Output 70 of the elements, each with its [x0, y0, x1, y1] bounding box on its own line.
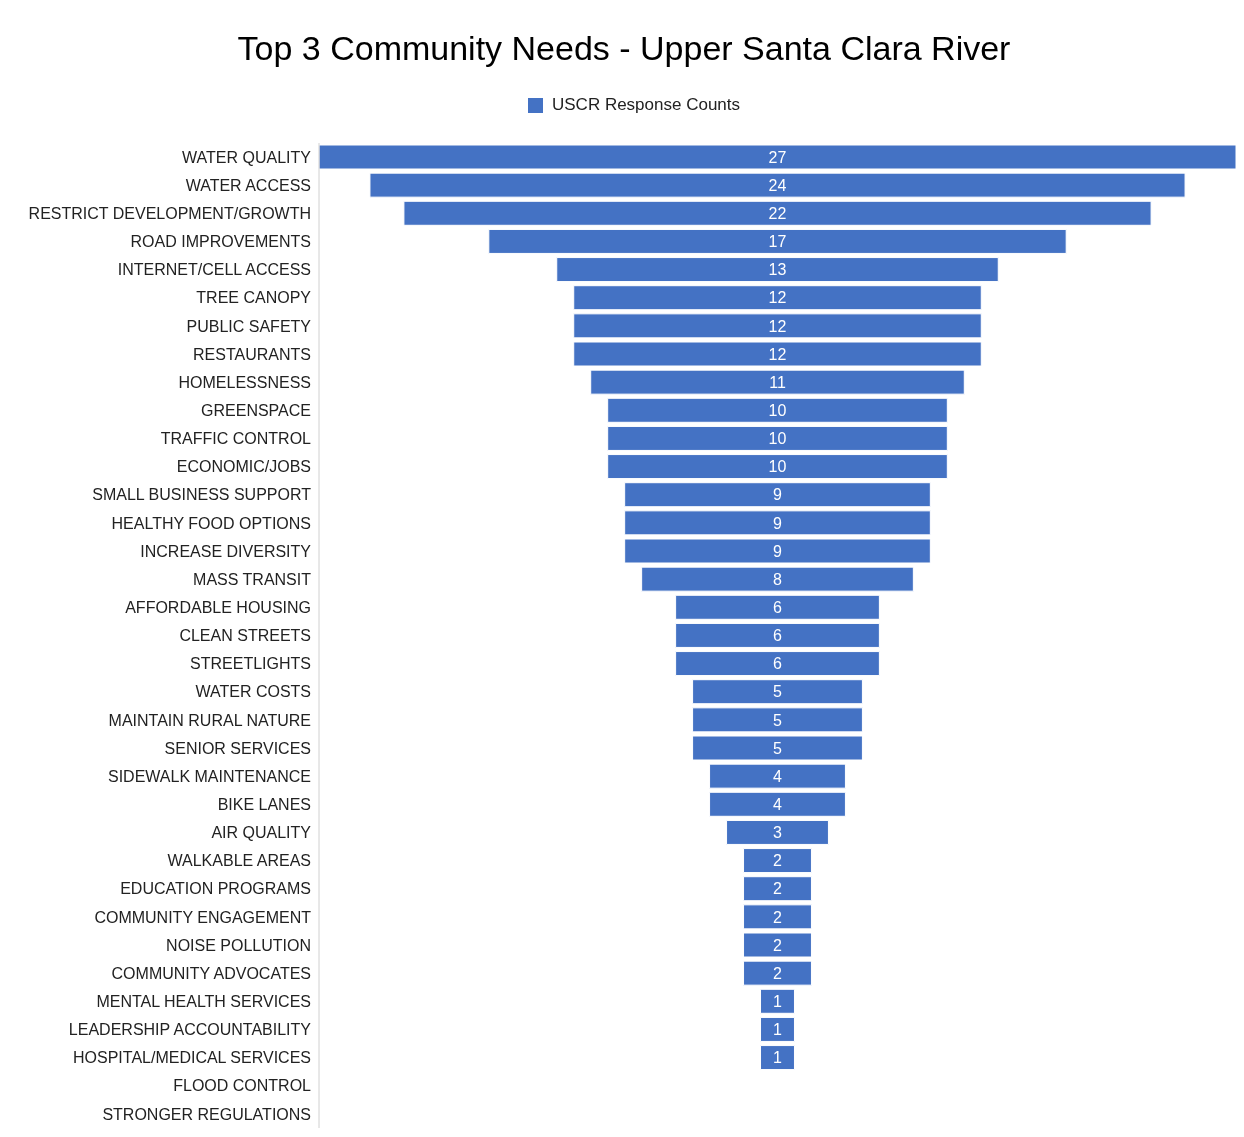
category-label: ROAD IMPROVEMENTS: [130, 233, 311, 251]
category-label: FLOOD CONTROL: [173, 1077, 312, 1095]
data-label: 9: [773, 542, 783, 560]
category-label: HEALTHY FOOD OPTIONS: [111, 514, 311, 532]
category-label: COMMUNITY ENGAGEMENT: [94, 908, 312, 926]
category-label: CLEAN STREETS: [179, 627, 311, 645]
category-label: RESTAURANTS: [193, 345, 311, 363]
data-label: 1: [773, 992, 783, 1010]
legend-label: USCR Response Counts: [551, 95, 741, 115]
data-label: 5: [773, 739, 783, 757]
category-label: INCREASE DIVERSITY: [140, 542, 312, 560]
category-label: NOISE POLLUTION: [166, 936, 311, 954]
category-label: SMALL BUSINESS SUPPORT: [92, 486, 312, 504]
text: Top 3 Community Needs - Upper Santa Clara River: [236, 27, 1012, 69]
data-label: 11: [769, 373, 786, 391]
category-label: STREETLIGHTS: [190, 655, 311, 673]
category-label: BIKE LANES: [217, 796, 311, 814]
data-label: 6: [773, 627, 783, 645]
category-label: COMMUNITY ADVOCATES: [111, 964, 311, 982]
data-label: 4: [773, 795, 783, 813]
data-label: 6: [773, 655, 783, 673]
data-label: 22: [768, 204, 787, 222]
category-label: PUBLIC SAFETY: [186, 317, 312, 335]
data-label: 5: [773, 711, 783, 729]
category-label: AFFORDABLE HOUSING: [125, 599, 311, 617]
data-label: 10: [768, 430, 787, 448]
data-label: 2: [773, 880, 783, 898]
data-label: 10: [768, 401, 787, 419]
data-label: 3: [773, 824, 783, 842]
data-label: 2: [773, 936, 783, 954]
data-label: 6: [773, 598, 783, 616]
data-label: 9: [773, 514, 783, 532]
category-label: HOSPITAL/MEDICAL SERVICES: [73, 1049, 311, 1067]
category-label: HOMELESSNESS: [178, 373, 311, 391]
data-label: 12: [768, 317, 787, 335]
category-label: WATER COSTS: [195, 683, 311, 701]
data-label: 27: [768, 148, 787, 166]
data-label: 1: [773, 1049, 783, 1067]
category-label: LEADERSHIP ACCOUNTABILITY: [68, 1021, 312, 1039]
category-label: MASS TRANSIT: [193, 570, 312, 588]
category-label: AIR QUALITY: [211, 824, 312, 842]
data-label: 2: [773, 964, 783, 982]
data-label: 9: [773, 486, 783, 504]
data-label: 2: [773, 908, 783, 926]
category-label: EDUCATION PROGRAMS: [120, 880, 311, 898]
category-label: GREENSPACE: [201, 402, 311, 420]
category-label: TREE CANOPY: [196, 289, 312, 307]
category-label: RESTRICT DEVELOPMENT/GROWTH: [28, 205, 311, 223]
category-label: ECONOMIC/JOBS: [176, 458, 311, 476]
category-label: WALKABLE AREAS: [167, 852, 311, 870]
data-label: 17: [768, 233, 787, 251]
data-label: 8: [773, 570, 783, 588]
data-label: 2: [773, 852, 783, 870]
data-label: 12: [768, 289, 787, 307]
category-label: WATER QUALITY: [182, 148, 312, 166]
data-label: 5: [773, 683, 783, 701]
category-label: SENIOR SERVICES: [164, 739, 311, 757]
data-label: 1: [773, 1021, 783, 1039]
category-label: INTERNET/CELL ACCESS: [117, 261, 311, 279]
category-label: SIDEWALK MAINTENANCE: [108, 767, 311, 785]
data-label: 13: [768, 261, 787, 279]
category-label: TRAFFIC CONTROL: [160, 430, 312, 448]
data-label: 12: [768, 345, 787, 363]
data-label: 10: [768, 458, 787, 476]
category-label: MAINTAIN RURAL NATURE: [108, 711, 311, 729]
data-label: 4: [773, 767, 783, 785]
category-label: STRONGER REGULATIONS: [102, 1105, 311, 1123]
category-label: WATER ACCESS: [185, 176, 311, 194]
data-label: 24: [768, 176, 787, 194]
category-label: MENTAL HEALTH SERVICES: [96, 993, 311, 1011]
